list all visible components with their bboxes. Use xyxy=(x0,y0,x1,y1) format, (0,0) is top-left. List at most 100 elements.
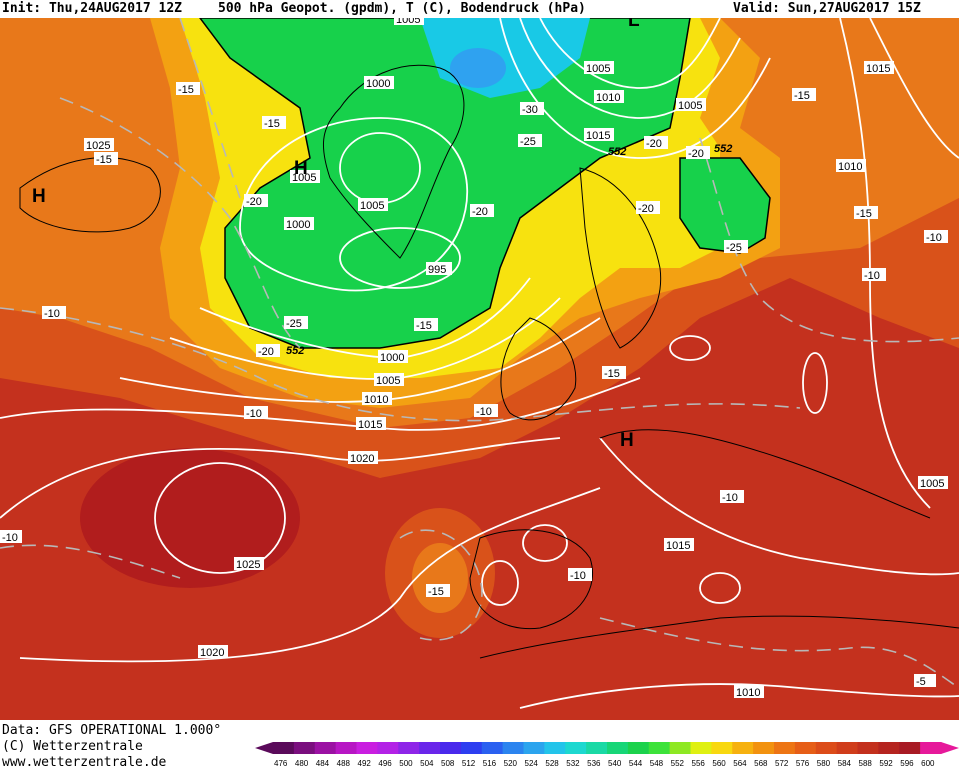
pressure-label: 1010 xyxy=(838,161,862,173)
isobar-1015-east xyxy=(869,18,959,159)
scale-swatch xyxy=(690,742,712,754)
pressure-label: 1025 xyxy=(86,140,110,152)
pressure-label: 1000 xyxy=(366,78,390,90)
isotherms xyxy=(0,18,959,689)
temperature-label: -20 xyxy=(246,196,262,208)
pressure-label: 1010 xyxy=(736,687,760,699)
temperature-labels: -15 -15 -15 -20 -30 -25 -20 -20 -20 -25 … xyxy=(0,82,948,688)
scale-swatch xyxy=(836,742,858,754)
coast-scandinavia xyxy=(579,167,662,349)
pressure-label: 1010 xyxy=(364,394,388,406)
geopot-label: 552 xyxy=(714,143,732,155)
isobar-1005-north xyxy=(539,18,721,89)
scale-tick-label: 536 xyxy=(587,759,601,768)
geopot-labels: 552 552 552 xyxy=(286,143,732,357)
temperature-label: -15 xyxy=(416,320,432,332)
scale-tick-label: 476 xyxy=(274,759,288,768)
isotherm-10-west xyxy=(0,544,181,579)
scale-swatch xyxy=(523,742,545,754)
scale-arrow-right xyxy=(941,742,959,754)
temperature-label: -10 xyxy=(44,308,60,320)
scale-arrow-left xyxy=(255,742,273,754)
pressure-centers: H H H L xyxy=(32,18,640,451)
isobar-ring-2 xyxy=(481,560,519,606)
scale-tick-label: 528 xyxy=(545,759,559,768)
scale-swatch xyxy=(627,742,650,754)
isobar-1005-low xyxy=(239,117,468,292)
isotherm-5 xyxy=(599,617,959,689)
scale-swatch xyxy=(753,742,775,754)
scale-swatch xyxy=(920,742,942,754)
high-marker: H xyxy=(620,430,634,451)
isobar-1020-south xyxy=(19,487,601,663)
scale-swatch xyxy=(314,742,337,754)
scale-tick-label: 568 xyxy=(754,759,768,768)
temperature-label: -10 xyxy=(864,270,880,282)
temperature-label: -10 xyxy=(570,570,586,582)
scale-tick-label: 480 xyxy=(295,759,309,768)
pressure-label: 1005 xyxy=(586,63,610,75)
scale-swatch xyxy=(732,742,754,754)
isobar-1010-south xyxy=(519,683,959,709)
scale-tick-label: 552 xyxy=(671,759,685,768)
scale-tick-label: 548 xyxy=(650,759,664,768)
isobar-ring-3 xyxy=(699,572,741,604)
temperature-label: -25 xyxy=(726,242,742,254)
scale-tick-label: 596 xyxy=(900,759,914,768)
scale-swatch xyxy=(586,742,608,754)
scale-tick-label: 560 xyxy=(712,759,726,768)
field-green xyxy=(199,18,691,349)
website: www.wetterzentrale.de xyxy=(2,755,167,770)
scale-tick-label: 492 xyxy=(358,759,372,768)
temperature-label: -10 xyxy=(476,406,492,418)
coast-greenland xyxy=(322,64,465,259)
scale-swatch xyxy=(815,742,838,754)
temperature-label: -5 xyxy=(916,676,926,688)
coastlines xyxy=(19,64,959,659)
init-time: Init: Thu,24AUG2017 12Z xyxy=(2,1,183,16)
scale-tick-label: 516 xyxy=(483,759,497,768)
pressure-labels: 1005 1000 1005 1010 1015 1005 1025 1005 … xyxy=(84,18,948,699)
isotherm-15-iberia xyxy=(399,529,483,641)
map-header: Init: Thu,24AUG2017 12Z 500 hPa Geopot. … xyxy=(0,0,959,18)
temperature-label: -10 xyxy=(926,232,942,244)
pressure-label: 995 xyxy=(428,264,446,276)
scale-swatch xyxy=(273,742,295,754)
scale-swatch xyxy=(899,742,921,754)
temperature-label: -10 xyxy=(246,408,262,420)
temperature-label: -15 xyxy=(604,368,620,380)
scale-swatch xyxy=(481,742,504,754)
temperature-label: -15 xyxy=(794,90,810,102)
scale-swatch xyxy=(335,742,357,754)
scale-tick-label: 576 xyxy=(796,759,810,768)
pressure-label: 1005 xyxy=(360,200,384,212)
scale-swatch xyxy=(711,742,733,754)
scale-swatch xyxy=(502,742,524,754)
field-green-east xyxy=(679,157,771,254)
pressure-label: 1010 xyxy=(596,92,620,104)
pressure-label: 1000 xyxy=(380,352,404,364)
isobar-1010 xyxy=(119,317,601,403)
color-scale: 476 480 484 488 492 496 500 504 508 512 516 520 524 5… xyxy=(255,742,959,768)
temperature-label: -25 xyxy=(286,318,302,330)
scale-swatch xyxy=(669,742,691,754)
temperature-label: -15 xyxy=(428,586,444,598)
temperature-label: -10 xyxy=(722,492,738,504)
map-title: 500 hPa Geopot. (gpdm), T (C), Bodendruc… xyxy=(218,1,586,16)
scale-swatch xyxy=(857,742,879,754)
scale-tick-label: 496 xyxy=(378,759,392,768)
pressure-label: 1005 xyxy=(292,172,316,184)
scale-tick-label: 600 xyxy=(921,759,935,768)
temperature-label: -20 xyxy=(638,203,654,215)
scale-tick-label: 524 xyxy=(525,759,539,768)
isobar-995 xyxy=(339,227,461,289)
scale-tick-label: 508 xyxy=(441,759,455,768)
coast-iberia xyxy=(469,529,594,630)
scale-swatch xyxy=(398,742,420,754)
temperature-label: -20 xyxy=(472,206,488,218)
scale-tick-label: 580 xyxy=(817,759,831,768)
weather-map: 552 552 552 1005 1000 1005 1010 1015 100… xyxy=(0,18,959,720)
coast-britain xyxy=(500,317,577,421)
pressure-label: 1015 xyxy=(586,130,610,142)
pressure-label: 1005 xyxy=(376,375,400,387)
